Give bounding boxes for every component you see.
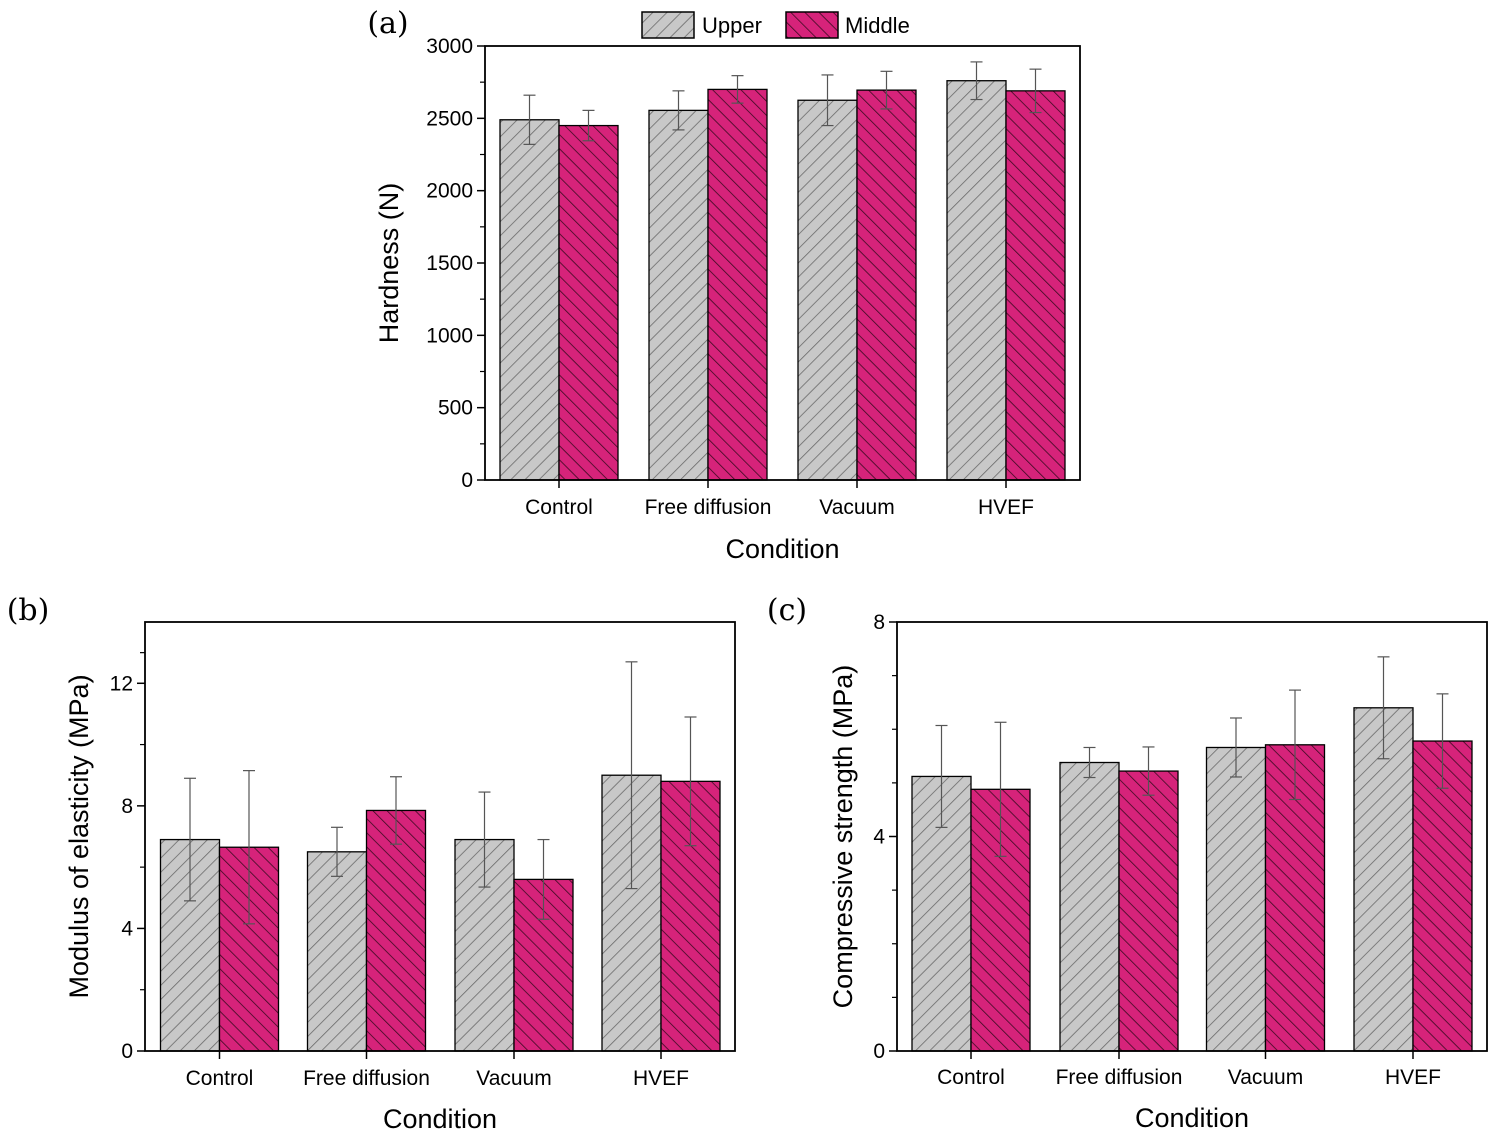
y-tick-label: 8	[121, 795, 133, 818]
error-bar-upper-1	[523, 94, 536, 145]
x-tick-label: Vacuum	[1228, 1066, 1303, 1089]
error-bar-middle-1	[994, 721, 1007, 857]
error-bar-upper-1	[184, 777, 196, 902]
y-tick-label: 4	[121, 917, 133, 940]
y-axis-title: Compressive strength (MPa)	[828, 665, 858, 1009]
error-bar-upper-1	[935, 724, 948, 828]
y-tick-label: 12	[110, 672, 133, 695]
x-axis-title: Condition	[1135, 1103, 1249, 1133]
error-bar-middle-4	[1436, 693, 1449, 789]
legend-label-upper: Upper	[702, 13, 762, 38]
error-bar-upper-4	[1377, 656, 1390, 760]
error-bar-middle-3	[880, 70, 893, 110]
error-bar-middle-2	[731, 75, 744, 104]
y-tick-label: 4	[873, 826, 885, 849]
x-axis-title: Condition	[383, 1104, 497, 1134]
error-bar-upper-2	[672, 90, 685, 131]
error-bar-upper-2	[331, 826, 343, 877]
y-tick-label: 0	[121, 1040, 133, 1063]
error-bar-middle-4	[684, 716, 697, 847]
x-tick-label: Vacuum	[476, 1067, 551, 1090]
bar-upper-3	[1205, 746, 1267, 1052]
x-axis-title: Condition	[725, 534, 839, 564]
bar-middle-4	[1005, 90, 1066, 481]
x-tick-label: Control	[525, 496, 593, 519]
panel-label: (b)	[7, 593, 50, 628]
bar-middle-1	[558, 124, 619, 481]
bar-upper-2	[648, 109, 709, 481]
x-tick-label: Free diffusion	[645, 496, 772, 519]
error-bar-middle-2	[390, 776, 402, 845]
error-bar-upper-2	[1083, 746, 1096, 779]
x-tick-label: Control	[937, 1066, 1005, 1089]
chart-panel-a: (a) 0 500 1000 1500 2000 2500 3000 Control Free d…	[367, 6, 1081, 564]
y-tick-label: 500	[438, 397, 473, 420]
x-tick-label: HVEF	[633, 1067, 689, 1090]
y-tick-label: 0	[461, 469, 473, 492]
legend: Upper Middle	[641, 11, 910, 39]
bar-middle-3	[856, 89, 917, 481]
panel-label: (a)	[367, 6, 408, 41]
error-bar-middle-4	[1029, 68, 1042, 114]
panel-label: (c)	[767, 593, 807, 628]
error-bar-upper-3	[1230, 717, 1242, 778]
bar-upper-1	[499, 119, 560, 481]
x-tick-label: HVEF	[978, 496, 1034, 519]
bar-middle-2	[707, 88, 768, 481]
chart-panel-b: (b) 0 4 8 12 Control Free diffusion Vacuum HVEF C…	[7, 593, 736, 1134]
y-tick-label: 8	[873, 611, 885, 634]
bar-upper-3	[797, 99, 858, 481]
bar-upper-4	[946, 80, 1007, 481]
x-tick-label: Free diffusion	[303, 1067, 430, 1090]
x-tick-label: Control	[186, 1067, 254, 1090]
y-axis-title: Modulus of elasticity (MPa)	[64, 674, 94, 998]
legend-swatch-middle	[785, 11, 839, 39]
legend-label-middle: Middle	[845, 13, 910, 38]
y-tick-label: 0	[873, 1040, 885, 1063]
legend-item-upper: Upper	[641, 11, 762, 39]
bar-upper-2	[1059, 761, 1120, 1052]
legend-item-middle: Middle	[785, 11, 910, 39]
chart-panel-c: (c) 0 4 8 Control Free diffusion Vacuum HVEF Con…	[767, 593, 1488, 1133]
y-axis-title: Hardness (N)	[374, 183, 404, 344]
error-bar-middle-1	[243, 770, 255, 925]
y-tick-label: 3000	[426, 35, 473, 58]
error-bar-middle-2	[1142, 746, 1155, 796]
y-tick-label: 1000	[426, 324, 473, 347]
plot-frame	[144, 621, 736, 1052]
bar-middle-2	[1118, 770, 1179, 1052]
bar-upper-2	[306, 851, 368, 1052]
legend-swatch-upper	[641, 11, 695, 39]
error-bar-middle-3	[1289, 689, 1301, 801]
error-bar-upper-3	[478, 791, 491, 888]
x-tick-label: Free diffusion	[1056, 1066, 1183, 1089]
error-bar-middle-3	[537, 838, 550, 920]
y-tick-label: 2000	[426, 180, 473, 203]
error-bar-upper-3	[821, 74, 834, 127]
error-bar-middle-1	[582, 109, 595, 142]
error-bar-upper-4	[970, 61, 983, 101]
error-bar-upper-4	[625, 661, 638, 890]
x-tick-label: HVEF	[1385, 1066, 1441, 1089]
y-tick-label: 2500	[426, 107, 473, 130]
y-tick-label: 1500	[426, 252, 473, 275]
bar-middle-2	[365, 809, 427, 1052]
x-tick-label: Vacuum	[819, 496, 894, 519]
